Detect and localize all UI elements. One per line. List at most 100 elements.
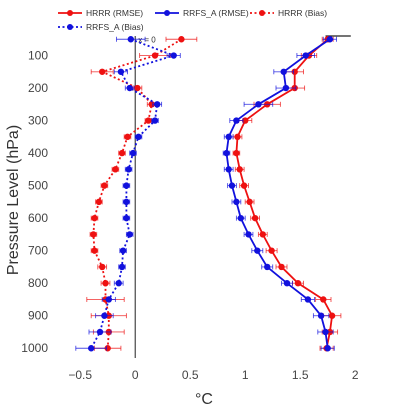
data-point	[124, 133, 131, 141]
data-point	[119, 247, 127, 254]
legend-item: HRRR (RMSE)	[58, 8, 143, 18]
series-line	[225, 38, 331, 349]
series-hrrr-rmse	[232, 36, 342, 352]
data-point	[118, 263, 126, 271]
y-tick-label: 100	[28, 49, 48, 63]
data-point	[324, 345, 331, 352]
data-point	[320, 296, 327, 303]
data-point	[88, 345, 95, 352]
data-point	[322, 328, 329, 336]
series-layer	[75, 36, 342, 352]
data-point	[246, 198, 253, 206]
data-point	[127, 36, 134, 43]
series-line	[235, 38, 334, 349]
zero-line-annotation: x = 0	[138, 35, 156, 44]
data-point	[148, 101, 155, 108]
data-point	[170, 52, 177, 59]
legend-label: RRFS_A (RMSE)	[183, 8, 249, 18]
y-tick-label: 200	[28, 81, 48, 95]
data-point	[151, 117, 159, 124]
data-point	[145, 117, 152, 124]
legend-swatch-marker	[67, 10, 73, 16]
data-point	[326, 36, 334, 43]
data-point	[283, 279, 291, 287]
y-axis-title: Pressure Level (hPa)	[5, 125, 22, 275]
data-point	[123, 198, 130, 206]
data-point	[268, 247, 275, 254]
legend-item: HRRR (Bias)	[250, 8, 327, 18]
data-point	[237, 214, 244, 222]
y-tick-label: 1000	[21, 341, 48, 355]
data-point	[125, 166, 132, 173]
data-point	[126, 231, 133, 238]
y-tick-label: 300	[28, 114, 48, 128]
data-point	[91, 214, 98, 222]
data-point	[135, 133, 142, 141]
data-point	[228, 182, 236, 189]
data-point	[117, 68, 125, 75]
x-tick-label: −0.5	[68, 368, 92, 382]
data-point	[123, 214, 130, 222]
series-line	[92, 38, 182, 349]
x-tick-label: 2	[352, 368, 359, 382]
data-point	[101, 312, 108, 319]
data-point	[328, 312, 336, 319]
x-axis-ticks: −0.5 0 0.5 1 1.5 2	[68, 368, 359, 382]
data-point	[251, 214, 259, 222]
data-point	[259, 231, 266, 238]
data-point	[278, 263, 285, 271]
y-tick-label: 400	[28, 146, 48, 160]
data-point	[302, 52, 309, 59]
legend-item: RRFS_A (Bias)	[58, 22, 144, 32]
data-point	[129, 149, 137, 157]
data-point	[112, 166, 119, 173]
y-tick-label: 900	[28, 309, 48, 323]
data-point	[280, 68, 287, 75]
data-point	[234, 133, 241, 141]
x-tick-label: 0	[132, 368, 139, 382]
data-point	[294, 279, 302, 287]
y-tick-label: 800	[28, 276, 48, 290]
data-point	[225, 133, 232, 141]
series-rrfs-a-rmse	[222, 36, 337, 352]
legend-swatch-marker	[67, 24, 73, 30]
data-point	[240, 182, 248, 189]
data-point	[178, 36, 185, 43]
data-point	[317, 312, 325, 319]
data-point	[134, 84, 141, 92]
y-tick-label: 600	[28, 211, 48, 225]
data-point	[225, 166, 232, 173]
x-tick-label: 0.5	[182, 368, 199, 382]
data-point	[304, 296, 312, 303]
legend: HRRR (RMSE) RRFS_A (RMSE) HRRR (Bias) RRFS_…	[58, 8, 327, 32]
data-point	[233, 198, 240, 206]
data-point	[236, 166, 243, 173]
data-point	[126, 84, 133, 92]
data-point	[223, 149, 230, 157]
x-axis-title: °C	[195, 391, 213, 408]
data-point	[242, 117, 249, 124]
data-point	[233, 149, 240, 157]
x-tick-label: 1	[242, 368, 249, 382]
data-point	[118, 149, 126, 157]
data-point	[282, 84, 290, 92]
data-point	[96, 328, 104, 336]
data-point	[291, 68, 298, 75]
legend-label: RRFS_A (Bias)	[86, 22, 144, 32]
zero-reference-line: x = 0	[134, 35, 351, 358]
data-point	[105, 296, 113, 303]
series-hrrr-bias	[86, 36, 198, 352]
legend-swatch-marker	[259, 10, 265, 16]
data-point	[90, 231, 97, 238]
data-point	[151, 52, 159, 59]
legend-item: RRFS_A (RMSE)	[155, 8, 249, 18]
y-axis-ticks: 100 200 300 400 500 600 700 800 900 1000	[21, 49, 48, 356]
data-point	[233, 117, 240, 124]
x-tick-label: 1.5	[292, 368, 309, 382]
y-tick-label: 700	[28, 244, 48, 258]
data-point	[255, 101, 262, 108]
legend-label: HRRR (RMSE)	[86, 8, 143, 18]
data-point	[115, 279, 122, 287]
legend-label: HRRR (Bias)	[278, 8, 327, 18]
